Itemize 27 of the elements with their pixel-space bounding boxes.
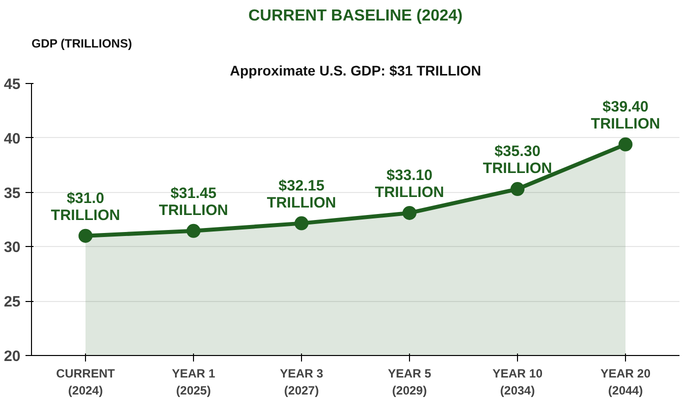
x-tick-label: YEAR 1 (2025) xyxy=(172,366,216,398)
text: $31.45 TRILLION xyxy=(158,184,228,219)
text: $31.0 TRILLION xyxy=(50,190,120,224)
y-axis-title: GDP (TRILLIONS) xyxy=(32,36,132,50)
x-tick-label: YEAR 20 (2044) xyxy=(600,366,651,398)
x-tick-label: CURRENT (2024) xyxy=(56,366,116,398)
y-tick-label: 40 xyxy=(4,130,21,148)
point xyxy=(186,224,200,238)
y-tick-label: 30 xyxy=(4,239,21,256)
point xyxy=(294,216,308,230)
y-tick-label: 35 xyxy=(4,184,21,202)
y-tick-label: 25 xyxy=(4,294,21,311)
y-tick-label: 20 xyxy=(4,348,21,365)
text: $32.15 TRILLION xyxy=(266,177,336,212)
point xyxy=(402,206,416,220)
x-tick-label: YEAR 10 (2034) xyxy=(492,366,543,398)
point xyxy=(618,137,632,152)
text: $39.40 TRILLION xyxy=(590,98,660,132)
point xyxy=(510,182,524,196)
x-tick-label: YEAR 3 (2027) xyxy=(280,366,324,398)
point xyxy=(78,228,92,243)
chart-subtitle: Approximate U.S. GDP: $31 TRILLION xyxy=(230,62,482,78)
text: $33.10 TRILLION xyxy=(374,166,444,201)
x-tick-label: YEAR 5 (2029) xyxy=(388,366,432,398)
chart-title: CURRENT BASELINE (2024) xyxy=(248,8,463,24)
text: $35.30 TRILLION xyxy=(482,143,552,178)
y-tick-label: 45 xyxy=(4,76,21,93)
